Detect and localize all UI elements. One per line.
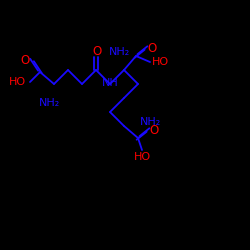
Text: O: O — [147, 42, 156, 54]
Text: NH₂: NH₂ — [140, 117, 161, 127]
Text: O: O — [149, 124, 158, 136]
Text: NH: NH — [102, 78, 118, 88]
Text: HO: HO — [134, 152, 150, 162]
Text: HO: HO — [152, 57, 169, 67]
Text: O: O — [92, 45, 102, 58]
Text: HO: HO — [9, 77, 26, 87]
Text: NH₂: NH₂ — [110, 47, 130, 57]
Text: O: O — [21, 54, 30, 68]
Text: NH₂: NH₂ — [40, 98, 60, 108]
